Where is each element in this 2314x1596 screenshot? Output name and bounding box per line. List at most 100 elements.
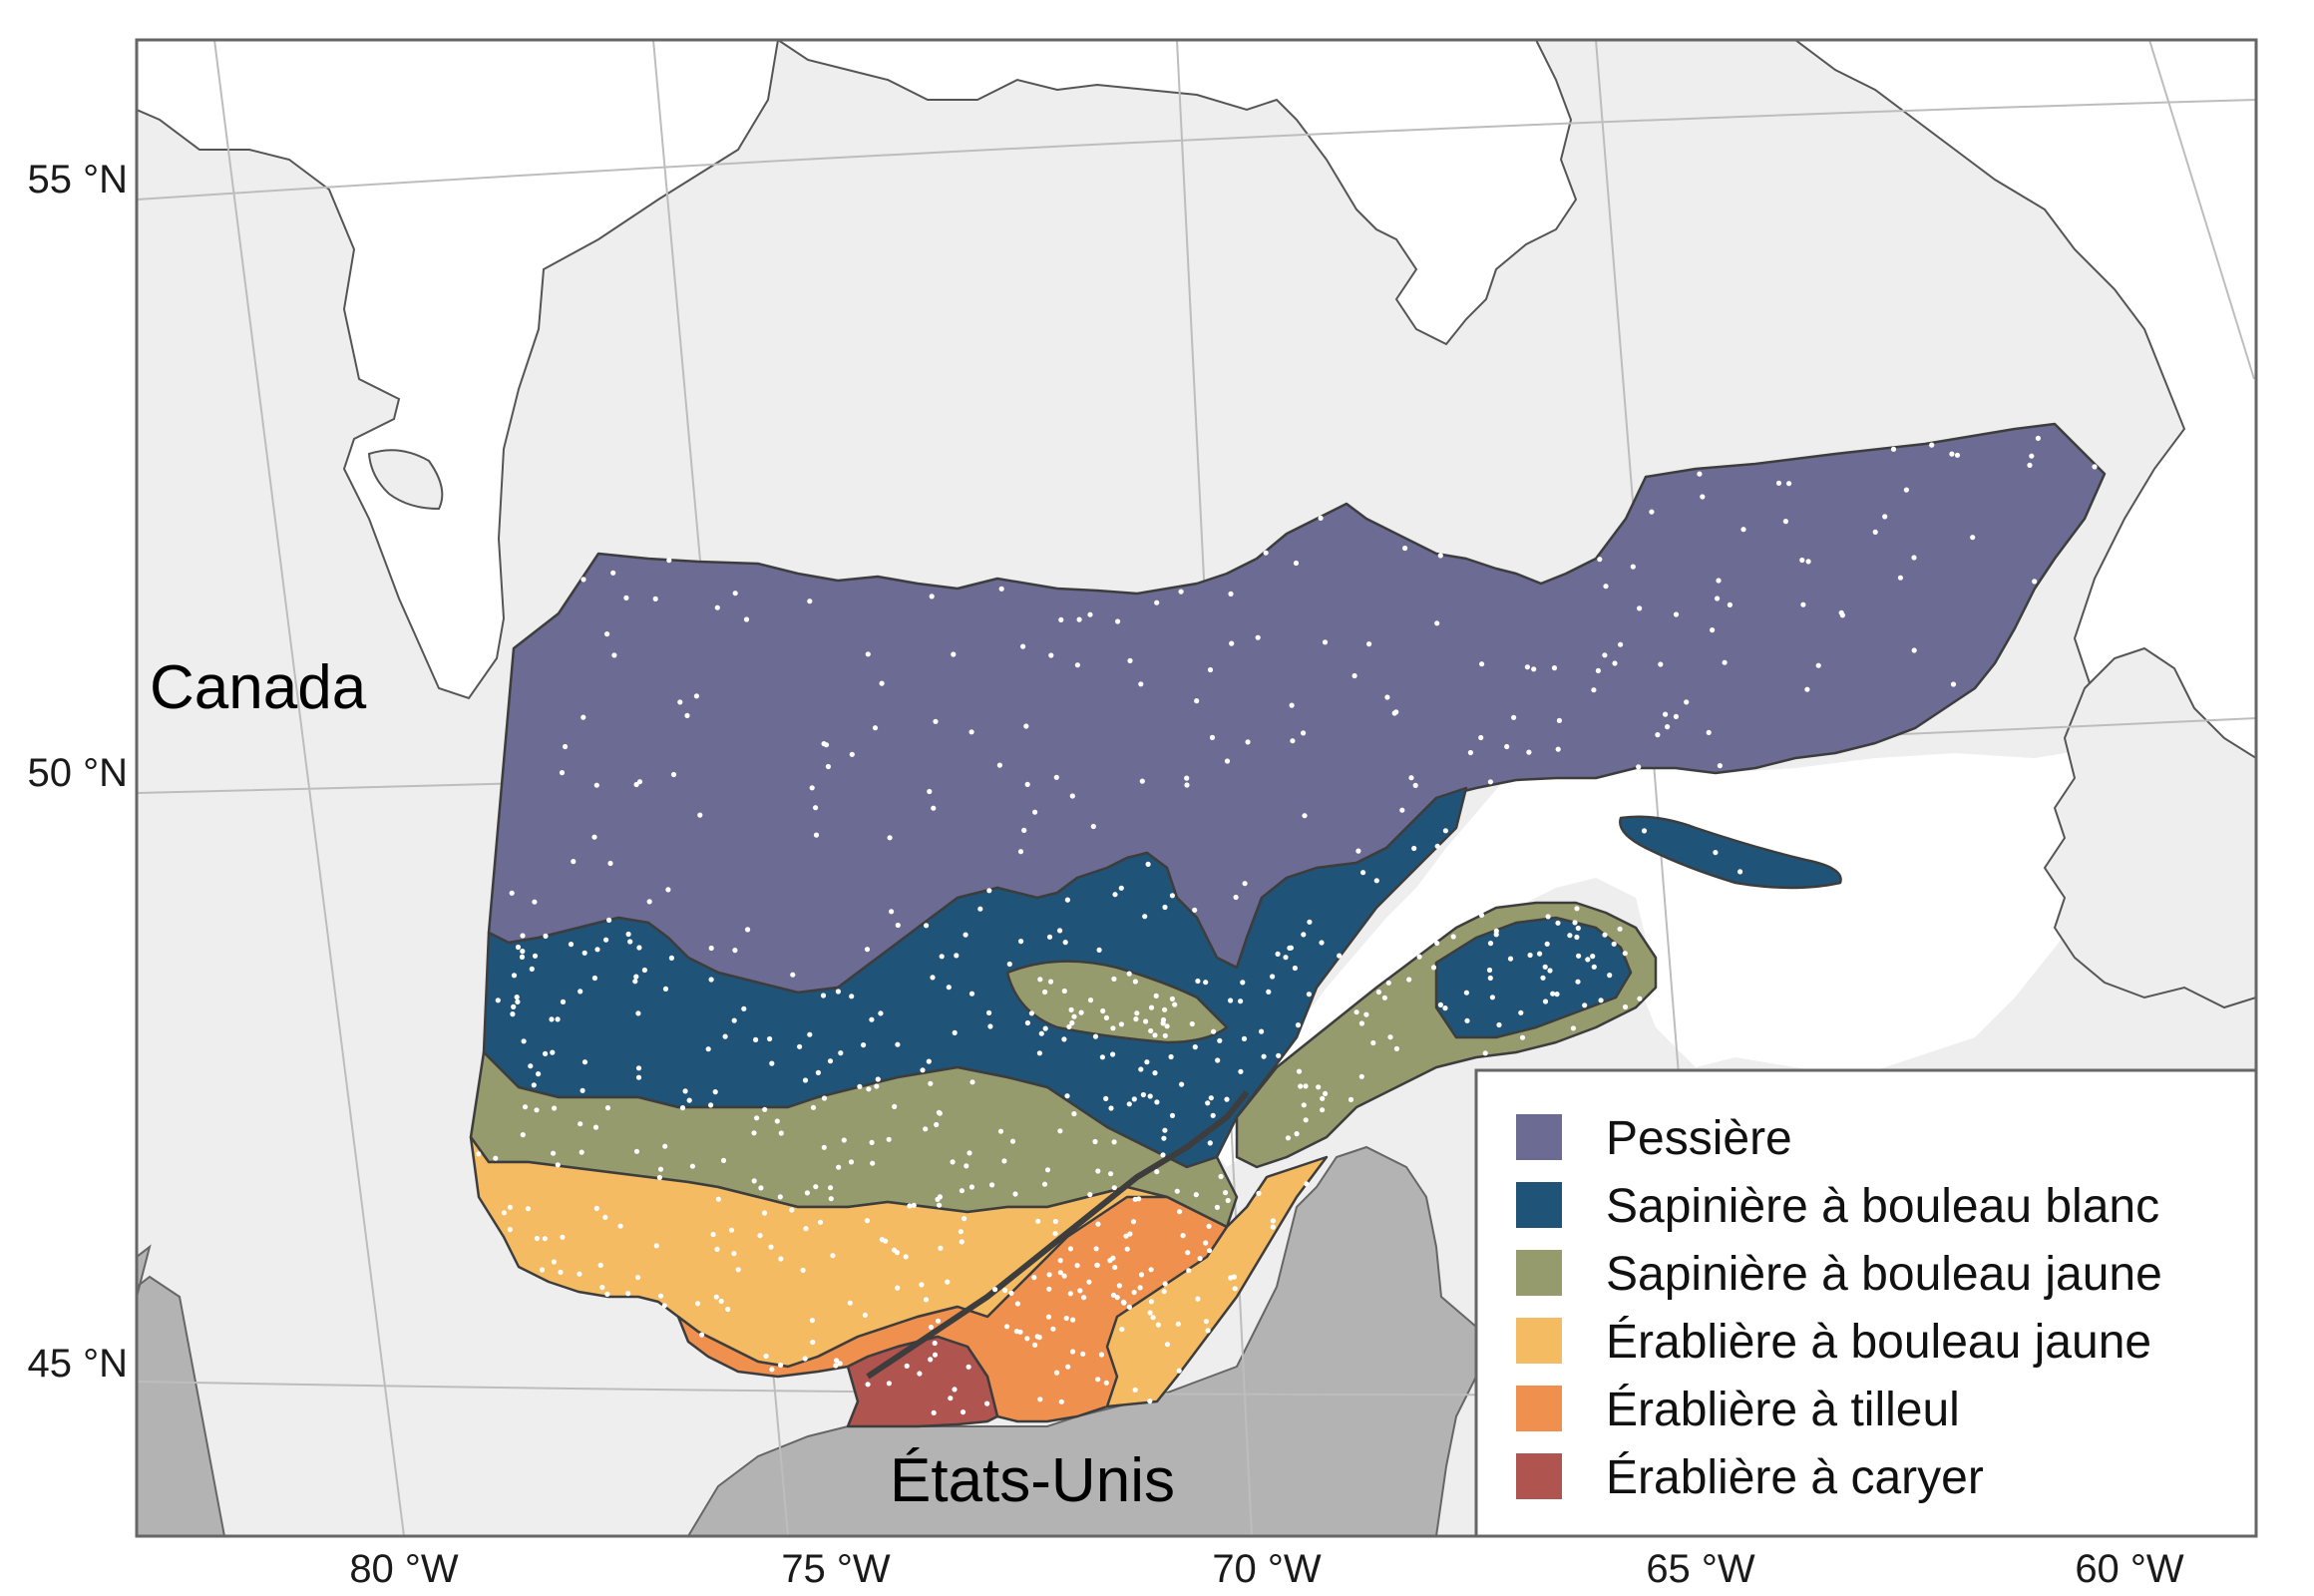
- sample-point: [1603, 584, 1609, 590]
- sample-point: [879, 680, 885, 686]
- sample-point: [1256, 1190, 1262, 1196]
- sample-point: [986, 1009, 992, 1016]
- gulf-st-lawrence-water: [1212, 748, 2154, 1167]
- sample-point: [1318, 515, 1324, 522]
- sample-point: [1053, 1370, 1060, 1376]
- sample-point: [1929, 442, 1935, 448]
- sample-point: [848, 1159, 855, 1165]
- sample-point: [1036, 1335, 1042, 1341]
- sample-point: [625, 1291, 631, 1297]
- sample-point: [1063, 1315, 1069, 1322]
- sample-point: [1478, 912, 1485, 919]
- sample-point: [1114, 1295, 1120, 1301]
- sample-point: [964, 1163, 969, 1169]
- sample-point: [1225, 1197, 1231, 1204]
- sample-point: [803, 1226, 809, 1232]
- sample-point: [1355, 848, 1361, 854]
- legend-swatch: [1516, 1386, 1562, 1431]
- sample-point: [1078, 1009, 1084, 1015]
- sample-point: [1090, 823, 1096, 830]
- sample-point: [1370, 1039, 1376, 1046]
- sample-point: [720, 1157, 727, 1163]
- sample-point: [1148, 1299, 1154, 1305]
- sample-point: [1263, 550, 1269, 556]
- sample-point: [937, 1202, 943, 1208]
- sample-point: [1046, 1286, 1052, 1292]
- map-panel-border: [135, 38, 2258, 1538]
- sample-point: [1270, 974, 1276, 980]
- sample-point: [1554, 992, 1560, 998]
- sample-point: [558, 1269, 564, 1275]
- sample-point: [1839, 612, 1845, 618]
- sample-point: [1002, 1287, 1008, 1294]
- sample-point: [1061, 1273, 1067, 1279]
- sample-point: [1556, 717, 1562, 724]
- sample-point: [1602, 932, 1608, 938]
- sample-point: [552, 1105, 558, 1111]
- sample-point: [1137, 1285, 1143, 1291]
- sample-point: [1537, 951, 1543, 957]
- sample-point: [1551, 665, 1558, 671]
- sample-point: [1303, 1083, 1309, 1089]
- legend-swatch: [1516, 1114, 1562, 1160]
- sample-point: [865, 1382, 871, 1388]
- sample-point: [987, 1023, 993, 1029]
- sample-point: [1612, 660, 1618, 666]
- sample-point: [635, 1010, 641, 1016]
- sample-point: [1130, 1219, 1137, 1225]
- sample-point: [1123, 1233, 1129, 1239]
- sample-point: [559, 770, 566, 776]
- sample-point: [938, 1245, 944, 1251]
- sample-point: [1950, 681, 1957, 687]
- sample-point: [661, 1303, 667, 1309]
- sample-point: [778, 1130, 784, 1136]
- sample-point: [1195, 978, 1201, 985]
- sample-point: [1574, 906, 1580, 912]
- sample-point: [611, 652, 617, 658]
- sample-point: [1162, 1006, 1168, 1012]
- sample-point: [656, 1174, 663, 1181]
- sample-point: [1363, 1011, 1369, 1017]
- sample-point: [699, 1332, 705, 1338]
- sample-point: [551, 1150, 557, 1156]
- sample-point: [560, 1234, 566, 1240]
- sample-point: [1061, 988, 1067, 995]
- sample-point: [728, 1227, 735, 1233]
- sample-point: [1430, 965, 1437, 971]
- sample-point: [1715, 596, 1721, 601]
- sample-point: [1162, 1127, 1168, 1133]
- sample-point: [928, 1080, 934, 1086]
- sample-point: [1132, 979, 1138, 985]
- sample-point: [1103, 1014, 1109, 1021]
- sample-point: [657, 1166, 664, 1172]
- sample-point: [1890, 446, 1897, 452]
- sample-point: [1489, 995, 1495, 1000]
- sample-point: [928, 1324, 935, 1331]
- sample-point: [1080, 1351, 1086, 1357]
- sample-point: [1174, 1188, 1180, 1194]
- sample-point: [778, 1362, 784, 1369]
- sample-point: [754, 1115, 760, 1121]
- sample-point: [907, 1203, 913, 1209]
- sample-point: [1138, 681, 1144, 687]
- legend-label: Sapinière à bouleau jaune: [1606, 1248, 2162, 1301]
- sample-point: [920, 1067, 926, 1073]
- sample-point: [714, 604, 720, 610]
- sample-point: [1203, 1319, 1209, 1325]
- sample-point: [1023, 723, 1029, 729]
- sample-point: [625, 931, 631, 938]
- sample-point: [872, 725, 879, 731]
- sample-point: [1009, 1138, 1016, 1144]
- sample-point: [1110, 1025, 1116, 1031]
- sample-point: [952, 1387, 958, 1393]
- sample-point: [581, 1059, 588, 1065]
- sample-point: [1048, 652, 1054, 658]
- legend-item-sapiniere-bouleau-jaune: Sapinière à bouleau jaune: [1516, 1248, 2162, 1301]
- zone-sapiniere-bouleau-jaune-north: [1005, 960, 1229, 1044]
- sample-point: [1052, 1218, 1058, 1225]
- sample-point: [1042, 989, 1048, 996]
- sample-point: [1132, 1387, 1138, 1393]
- sample-point: [597, 1262, 603, 1268]
- lon-label-80: 80 °W: [349, 1547, 459, 1591]
- sample-point: [1041, 1181, 1048, 1187]
